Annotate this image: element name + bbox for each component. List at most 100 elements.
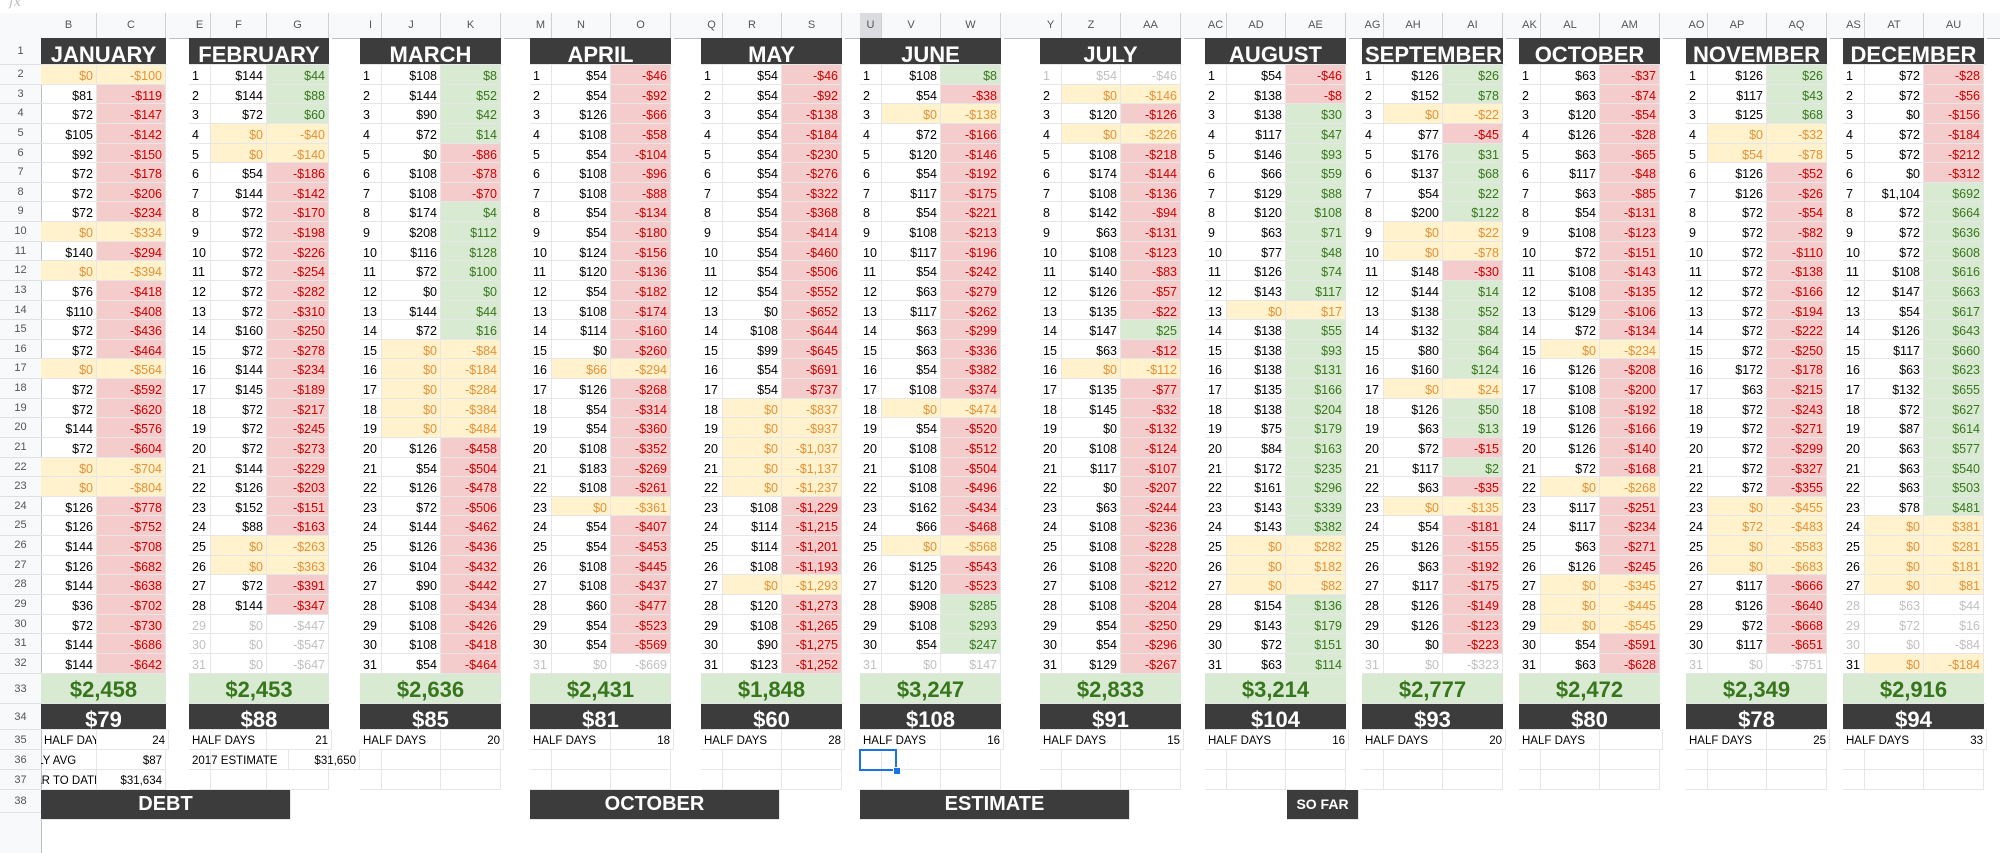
data-cell[interactable]: $72	[211, 437, 267, 458]
data-cell[interactable]: 21	[1686, 457, 1708, 478]
data-cell[interactable]: 30	[701, 634, 723, 654]
data-cell[interactable]: 7	[360, 182, 382, 203]
data-cell[interactable]: -$543	[941, 555, 1001, 576]
data-cell[interactable]: $138	[1227, 398, 1286, 419]
data-cell[interactable]: $144	[382, 84, 441, 105]
data-cell[interactable]: 22	[1686, 477, 1708, 497]
data-cell[interactable]: 8	[530, 202, 552, 223]
data-cell[interactable]: $108	[382, 182, 441, 203]
data-cell[interactable]: 9	[1040, 222, 1062, 242]
data-cell[interactable]: -$327	[1767, 457, 1827, 478]
data-cell[interactable]: $108	[1062, 536, 1121, 556]
data-cell[interactable]: 16	[189, 359, 211, 380]
data-cell[interactable]: $0	[211, 614, 267, 635]
data-cell[interactable]: $126	[382, 536, 441, 556]
data-cell[interactable]: $54	[552, 222, 611, 242]
data-cell[interactable]: $0	[1541, 339, 1600, 360]
data-cell[interactable]: $163	[1286, 437, 1346, 458]
data-cell[interactable]: -$88	[611, 182, 671, 203]
data-cell[interactable]: 23	[360, 496, 382, 517]
data-cell[interactable]: $117	[1541, 163, 1600, 183]
data-cell[interactable]: $0	[211, 634, 267, 654]
data-cell[interactable]: 15	[1040, 339, 1062, 360]
data-cell[interactable]: $0	[211, 123, 267, 144]
data-cell[interactable]: 22	[1843, 477, 1865, 497]
data-cell[interactable]: $108	[882, 477, 941, 497]
data-cell[interactable]: 21	[360, 457, 382, 478]
data-cell[interactable]: 20	[1686, 437, 1708, 458]
data-cell[interactable]: 31	[860, 653, 882, 674]
empty-cell[interactable]	[723, 769, 782, 790]
data-cell[interactable]: 6	[1843, 163, 1865, 183]
data-cell[interactable]: $72	[1708, 339, 1767, 360]
data-cell[interactable]: $47	[1286, 123, 1346, 144]
data-cell[interactable]: $108	[382, 634, 441, 654]
data-cell[interactable]: $503	[1924, 477, 1984, 497]
data-cell[interactable]: $0	[211, 143, 267, 164]
data-cell[interactable]: -$464	[441, 653, 501, 674]
column-header-ae[interactable]: AE	[1286, 13, 1346, 38]
data-cell[interactable]: -$506	[441, 496, 501, 517]
data-cell[interactable]: $616	[1924, 261, 1984, 281]
data-cell[interactable]: -$48	[1600, 163, 1660, 183]
data-cell[interactable]: $0	[1384, 379, 1443, 399]
data-cell[interactable]: $54	[552, 143, 611, 164]
data-cell[interactable]: $655	[1924, 379, 1984, 399]
column-header-aq[interactable]: AQ	[1767, 13, 1827, 38]
data-cell[interactable]: $63	[882, 339, 941, 360]
data-cell[interactable]: -$222	[1767, 320, 1827, 340]
data-cell[interactable]: -$250	[267, 320, 329, 340]
data-cell[interactable]: $31	[1443, 143, 1503, 164]
data-cell[interactable]: -$669	[611, 653, 671, 674]
empty-cell[interactable]	[1062, 769, 1121, 790]
data-cell[interactable]: -$523	[941, 575, 1001, 595]
data-cell[interactable]: 24	[360, 516, 382, 537]
data-cell[interactable]: -$244	[1121, 496, 1181, 517]
data-cell[interactable]: $126	[1227, 261, 1286, 281]
data-cell[interactable]: $126	[382, 477, 441, 497]
data-cell[interactable]: -$92	[782, 84, 842, 105]
data-cell[interactable]: $129	[1541, 300, 1600, 321]
data-cell[interactable]: 4	[1040, 123, 1062, 144]
data-cell[interactable]: 27	[1205, 575, 1227, 595]
data-cell[interactable]: 31	[1362, 653, 1384, 674]
data-cell[interactable]: -$455	[1767, 496, 1827, 517]
data-cell[interactable]: 2	[1362, 84, 1384, 105]
data-cell[interactable]: $44	[1924, 595, 1984, 615]
data-cell[interactable]: $72	[382, 496, 441, 517]
data-cell[interactable]: 28	[530, 595, 552, 615]
data-cell[interactable]: $72	[41, 398, 97, 419]
data-cell[interactable]: -$245	[267, 418, 329, 438]
data-cell[interactable]: $90	[723, 634, 782, 654]
data-cell[interactable]: 9	[1843, 222, 1865, 242]
data-cell[interactable]: -$168	[1600, 457, 1660, 478]
data-cell[interactable]: $92	[41, 143, 97, 164]
data-cell[interactable]: $179	[1286, 418, 1346, 438]
data-cell[interactable]: -$223	[1443, 634, 1503, 654]
data-cell[interactable]: 14	[189, 320, 211, 340]
data-cell[interactable]: 10	[1040, 241, 1062, 262]
data-cell[interactable]: 16	[1519, 359, 1541, 380]
data-cell[interactable]: 4	[1519, 123, 1541, 144]
data-cell[interactable]: $63	[1541, 653, 1600, 674]
empty-cell[interactable]	[1227, 769, 1286, 790]
data-cell[interactable]: 30	[1040, 634, 1062, 654]
data-cell[interactable]: -$254	[267, 261, 329, 281]
data-cell[interactable]: 10	[1519, 241, 1541, 262]
row-header-31[interactable]: 31	[0, 634, 41, 654]
data-cell[interactable]: $63	[1708, 379, 1767, 399]
column-header-g[interactable]: G	[267, 13, 329, 38]
data-cell[interactable]: 23	[1362, 496, 1384, 517]
data-cell[interactable]: $144	[41, 418, 97, 438]
data-cell[interactable]: 19	[360, 418, 382, 438]
data-cell[interactable]: -$474	[941, 398, 1001, 419]
data-cell[interactable]: $0	[41, 457, 97, 478]
data-cell[interactable]: -$135	[1600, 280, 1660, 301]
data-cell[interactable]: $172	[1227, 457, 1286, 478]
data-cell[interactable]: 13	[701, 300, 723, 321]
data-cell[interactable]: $44	[267, 65, 329, 85]
empty-cell[interactable]	[382, 769, 441, 790]
data-cell[interactable]: $72	[211, 398, 267, 419]
data-cell[interactable]: $0	[1541, 614, 1600, 635]
data-cell[interactable]: 1	[1519, 65, 1541, 85]
